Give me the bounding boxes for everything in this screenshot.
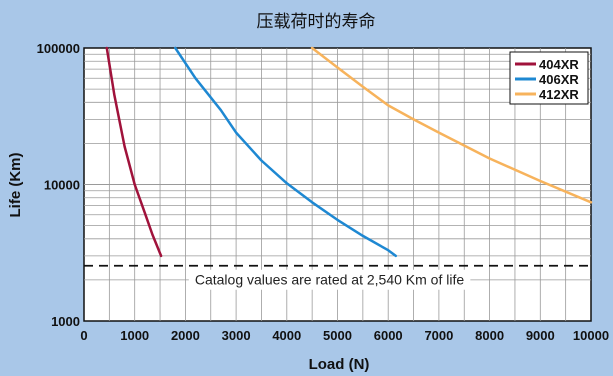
x-tick-label: 2000: [171, 328, 200, 343]
reference-line-group: Catalog values are rated at 2,540 Km of …: [84, 264, 591, 290]
series-line-406xr: [174, 46, 398, 258]
x-axis-label: Load (N): [309, 356, 370, 373]
x-tick-label: 5000: [323, 328, 352, 343]
y-tick-label: 1000: [51, 314, 80, 329]
series-line-412xr: [310, 46, 593, 204]
x-tick-label: 8000: [475, 328, 504, 343]
x-tick-label: 3000: [222, 328, 251, 343]
y-tick-label: 10000: [44, 178, 80, 193]
x-tick-label: 10000: [573, 328, 609, 343]
x-tick-label: 1000: [120, 328, 149, 343]
x-tick-label: 6000: [374, 328, 403, 343]
tick-labels: 0 1000 2000 3000 4000 5000 6000 7000 8000 9000 100…: [37, 41, 609, 343]
legend-label-412xr: 412XR: [539, 87, 579, 102]
x-tick-label: 0: [80, 328, 87, 343]
x-tick-label: 7000: [424, 328, 453, 343]
series-group: [105, 46, 593, 258]
x-tick-label: 9000: [526, 328, 555, 343]
y-axis-label: Life (Km): [7, 153, 24, 218]
legend-label-406xr: 406XR: [539, 72, 579, 87]
series-line-404xr: [105, 46, 163, 258]
annotation-background: [188, 269, 471, 290]
grid: [84, 48, 591, 321]
y-tick-label: 100000: [37, 41, 80, 56]
x-tick-label: 4000: [272, 328, 301, 343]
annotation-text: Catalog values are rated at 2,540 Km of …: [195, 272, 464, 288]
chart-title: 压载荷时的寿命: [257, 12, 376, 32]
legend-label-404xr: 404XR: [539, 57, 579, 72]
